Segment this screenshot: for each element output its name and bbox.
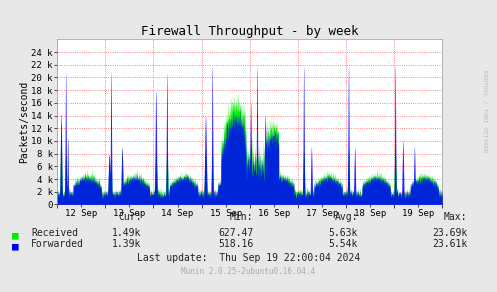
Text: RRDTOOL / TOBI OETIKER: RRDTOOL / TOBI OETIKER [482,70,487,152]
Text: 23.69k: 23.69k [432,228,467,238]
Text: Forwarded: Forwarded [31,239,84,249]
Text: Received: Received [31,228,79,238]
Text: 518.16: 518.16 [218,239,253,249]
Text: Avg:: Avg: [334,213,358,223]
Text: ■: ■ [12,242,19,252]
Text: 1.39k: 1.39k [112,239,142,249]
Text: Munin 2.0.25-2ubuntu0.16.04.4: Munin 2.0.25-2ubuntu0.16.04.4 [181,267,316,277]
Text: 5.63k: 5.63k [329,228,358,238]
Text: 5.54k: 5.54k [329,239,358,249]
Text: Max:: Max: [444,213,467,223]
Text: Last update:  Thu Sep 19 22:00:04 2024: Last update: Thu Sep 19 22:00:04 2024 [137,253,360,263]
Text: 23.61k: 23.61k [432,239,467,249]
Text: ■: ■ [12,231,19,241]
Y-axis label: Packets/second: Packets/second [19,81,29,163]
Title: Firewall Throughput - by week: Firewall Throughput - by week [141,25,358,38]
Text: Cur:: Cur: [118,213,142,223]
Text: Min:: Min: [230,213,253,223]
Text: 627.47: 627.47 [218,228,253,238]
Text: 1.49k: 1.49k [112,228,142,238]
